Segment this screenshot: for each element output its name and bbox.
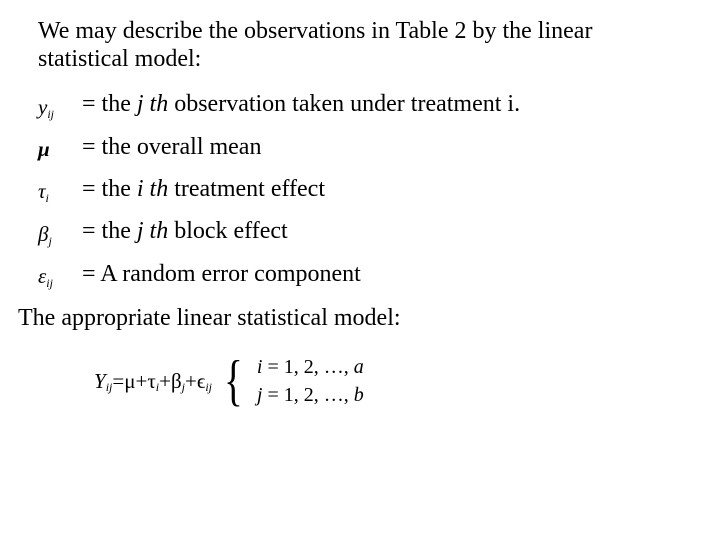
eq-plus1: + bbox=[135, 369, 147, 394]
def-yij-it: j th bbox=[137, 91, 168, 117]
case-j-rest: = 1, 2, …, bbox=[262, 384, 353, 406]
eq-beta-sub: j bbox=[182, 380, 185, 395]
def-yij-eq: = the bbox=[82, 91, 137, 117]
equation-body: Yij = μ + τi + βj + ϵij bbox=[94, 369, 220, 394]
eq-plus3: + bbox=[185, 369, 197, 394]
symbol-tau-sub: i bbox=[46, 191, 49, 205]
symbol-beta: βj bbox=[38, 224, 82, 245]
model-equation: Yij = μ + τi + βj + ϵij { i = 1, 2, …, a… bbox=[94, 354, 678, 408]
symbol-yij: yij bbox=[38, 97, 82, 118]
case-i: i = 1, 2, …, a bbox=[257, 354, 364, 380]
def-tau-rest: treatment effect bbox=[168, 176, 325, 202]
def-row-tau: τi = the i th treatment effect bbox=[38, 176, 678, 202]
def-row-beta: βj = the j th block effect bbox=[38, 218, 678, 244]
def-beta-rest: block effect bbox=[168, 218, 288, 244]
symbol-tau-base: τ bbox=[38, 179, 46, 203]
def-text-eps: = A random error component bbox=[82, 261, 361, 287]
case-i-rest: = 1, 2, …, bbox=[262, 356, 353, 378]
eq-Y-sub: ij bbox=[106, 380, 113, 395]
symbol-mu-glyph: μ bbox=[38, 137, 50, 161]
def-text-mu: = the overall mean bbox=[82, 134, 261, 160]
closing-paragraph: The appropriate linear statistical model… bbox=[18, 305, 678, 332]
eq-eps-sub: ij bbox=[205, 380, 212, 395]
left-brace: { bbox=[224, 360, 243, 402]
eq-tau: τ bbox=[147, 369, 155, 394]
symbol-beta-sub: j bbox=[48, 234, 51, 248]
slide-content: We may describe the observations in Tabl… bbox=[0, 0, 678, 408]
def-tau-eq: = the bbox=[82, 176, 137, 202]
def-row-eps: εij = A random error component bbox=[38, 261, 678, 287]
definitions-list: yij = the j th observation taken under t… bbox=[38, 91, 678, 287]
case-i-end: a bbox=[354, 356, 364, 378]
def-row-mu: μ = the overall mean bbox=[38, 134, 678, 160]
eq-eps: ϵ bbox=[197, 369, 206, 394]
eq-tau-sub: i bbox=[156, 380, 159, 395]
eq-Y: Y bbox=[94, 369, 106, 394]
case-j: j = 1, 2, …, b bbox=[257, 382, 364, 408]
def-tau-it: i th bbox=[137, 176, 168, 202]
symbol-eps-sub: ij bbox=[46, 276, 53, 290]
case-j-end: b bbox=[354, 384, 364, 406]
def-beta-it: j th bbox=[137, 218, 168, 244]
def-text-beta: = the j th block effect bbox=[82, 218, 288, 244]
eq-plus2: + bbox=[159, 369, 171, 394]
def-text-yij: = the j th observation taken under treat… bbox=[82, 91, 520, 117]
eq-eq1: = bbox=[112, 369, 124, 394]
symbol-beta-base: β bbox=[38, 222, 48, 246]
eq-beta: β bbox=[171, 369, 182, 394]
equation-cases: i = 1, 2, …, a j = 1, 2, …, b bbox=[257, 354, 364, 408]
symbol-yij-sub: ij bbox=[47, 107, 54, 121]
symbol-eps: εij bbox=[38, 266, 82, 287]
intro-paragraph: We may describe the observations in Tabl… bbox=[38, 18, 678, 73]
def-yij-rest: observation taken under treatment i. bbox=[168, 91, 520, 117]
eq-mu: μ bbox=[124, 369, 135, 394]
def-beta-eq: = the bbox=[82, 218, 137, 244]
symbol-tau: τi bbox=[38, 181, 82, 202]
symbol-mu: μ bbox=[38, 139, 82, 160]
def-text-tau: = the i th treatment effect bbox=[82, 176, 325, 202]
symbol-yij-base: y bbox=[38, 95, 47, 119]
def-row-yij: yij = the j th observation taken under t… bbox=[38, 91, 678, 117]
